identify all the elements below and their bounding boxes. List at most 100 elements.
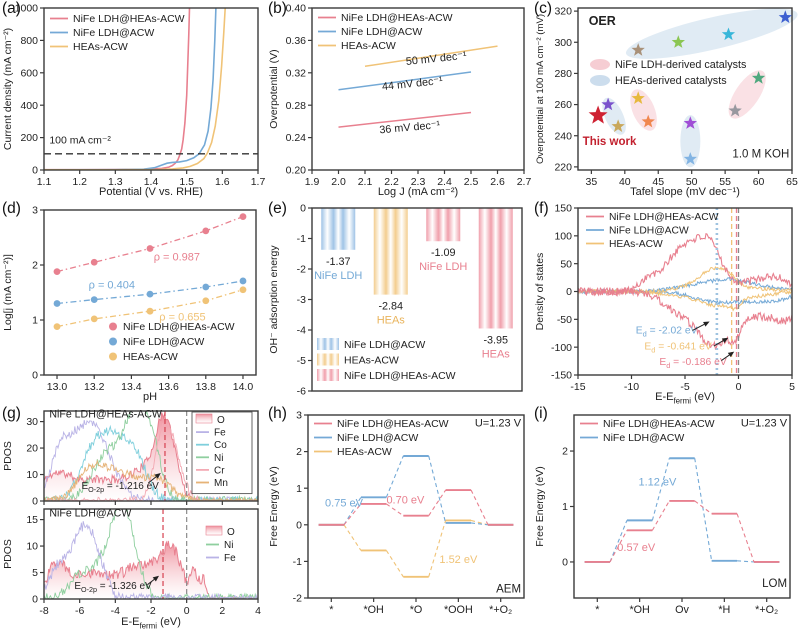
svg-text:14.0: 14.0 — [233, 381, 254, 393]
svg-text:260: 260 — [554, 99, 572, 111]
svg-text:600: 600 — [20, 67, 38, 79]
svg-text:-5: -5 — [680, 381, 689, 393]
svg-text:20: 20 — [26, 443, 38, 455]
svg-text:-2.84: -2.84 — [378, 301, 403, 313]
panel-d-chart: 13.0 13.2 13.4 13.6 13.8 14.0 0 1 2 3 Log[j (mA cm… — [2, 205, 257, 403]
svg-text:-1.37: -1.37 — [326, 256, 351, 268]
legend: NiFe LDH@HEAs-ACW NiFe LDH@ACW HEAs-ACW — [50, 13, 185, 53]
svg-text:0.20: 0.20 — [286, 165, 307, 177]
svg-text:HEAs-ACW: HEAs-ACW — [123, 351, 178, 363]
panel-d-label: (d) — [2, 200, 21, 217]
svg-text:-5: -5 — [297, 355, 306, 367]
svg-text:NiFe LDH@HEAs-ACW: NiFe LDH@HEAs-ACW — [609, 212, 719, 223]
svg-text:10: 10 — [26, 469, 38, 481]
svg-text:*+O₂: *+O₂ — [755, 604, 778, 616]
panel-e: (e) -1.37 NiFe LDH -2.84 HEAs -1.09 NiFe LDH -… — [266, 200, 532, 405]
svg-text:EO-2p = -1.326 eV: EO-2p = -1.326 eV — [74, 581, 152, 594]
star-marker — [631, 91, 645, 104]
bar — [373, 208, 408, 295]
panel-i: (i) * *OH Ov *H *+O₂ 0 1 2 Free Energy (eV) NiFe … — [532, 405, 800, 630]
svg-text:13.2: 13.2 — [84, 381, 105, 393]
svg-text:Ni: Ni — [224, 540, 233, 551]
svg-text:2.5: 2.5 — [464, 176, 479, 188]
svg-text:400: 400 — [20, 100, 38, 112]
svg-text:3: 3 — [32, 205, 38, 217]
svg-text:13.0: 13.0 — [47, 381, 68, 393]
svg-text:Ni: Ni — [214, 453, 223, 464]
svg-text:2.2: 2.2 — [384, 176, 399, 188]
panel-a-label: (a) — [2, 0, 21, 17]
svg-text:HEAs-ACW: HEAs-ACW — [341, 40, 396, 52]
svg-text:Co: Co — [214, 440, 227, 451]
svg-text:NiFe LDH@HEAs-ACW: NiFe LDH@HEAs-ACW — [341, 12, 453, 24]
svg-text:NiFe LDH@HEAs-ACW: NiFe LDH@HEAs-ACW — [344, 370, 456, 382]
svg-text:NiFe LDH@ACW: NiFe LDH@ACW — [123, 336, 204, 348]
svg-text:pH: pH — [143, 391, 157, 403]
svg-text:220: 220 — [554, 161, 572, 173]
svg-text:O: O — [217, 415, 225, 426]
svg-text:1.9: 1.9 — [305, 176, 320, 188]
svg-text:1.0 M KOH: 1.0 M KOH — [732, 149, 789, 161]
series-layer — [53, 213, 247, 330]
panel-a-chart: 1.1 1.2 1.3 1.4 1.5 1.6 1.7 0 200 400 600 800 1000 Cu… — [2, 3, 265, 198]
svg-text:5: 5 — [789, 381, 795, 393]
svg-text:0: 0 — [32, 594, 38, 606]
svg-text:-3.95: -3.95 — [483, 334, 508, 346]
svg-text:-2: -2 — [293, 593, 302, 605]
series-NiFe LDH@ACW — [44, 8, 217, 170]
svg-text:1: 1 — [562, 501, 568, 513]
svg-text:0: 0 — [300, 203, 306, 215]
svg-text:2.0: 2.0 — [331, 176, 346, 188]
series-NiFe LDH@ACW — [338, 71, 472, 91]
panel-c-chart: 35 40 45 50 55 60 65 220 240 260 280 300 320 Overpote… — [535, 6, 798, 198]
svg-text:Free Energy (eV): Free Energy (eV) — [534, 466, 546, 547]
svg-text:0.36: 0.36 — [286, 35, 307, 47]
star-marker — [611, 119, 625, 132]
svg-text:*OH: *OH — [629, 604, 649, 616]
star-marker — [601, 97, 615, 111]
panel-e-label: (e) — [268, 200, 287, 217]
panel-d: (d) 13.0 13.2 13.4 13.6 13.8 14.0 0 1 2 3 Log[j (m… — [0, 200, 266, 405]
svg-text:0: 0 — [296, 519, 302, 531]
svg-text:10: 10 — [26, 541, 38, 553]
svg-text:Overpotential at 100 mA cm⁻² (: Overpotential at 100 mA cm⁻² (mV) — [535, 14, 546, 164]
svg-text:NiFe LDH-derived catalysts: NiFe LDH-derived catalysts — [615, 59, 747, 71]
svg-text:NiFe LDH@HEAs-ACW: NiFe LDH@HEAs-ACW — [123, 321, 235, 333]
series-noisy — [578, 232, 792, 297]
legend: NiFe LDH@HEAs-ACW NiFe LDH@ACW — [580, 418, 715, 444]
svg-text:Ov: Ov — [675, 604, 689, 616]
series-noisy — [44, 509, 258, 599]
svg-text:2: 2 — [219, 605, 225, 617]
panel-b-label: (b) — [268, 0, 287, 17]
svg-text:2: 2 — [296, 446, 302, 458]
svg-text:AEM: AEM — [496, 584, 521, 596]
svg-text:150: 150 — [554, 203, 572, 215]
svg-text:0.70 eV: 0.70 eV — [386, 495, 425, 507]
svg-text:40: 40 — [619, 176, 631, 188]
svg-text:Log[j (mA cm⁻²)]: Log[j (mA cm⁻²)] — [2, 254, 14, 331]
svg-text:ρ = 0.987: ρ = 0.987 — [154, 252, 200, 264]
svg-text:4: 4 — [255, 605, 261, 617]
svg-text:-50: -50 — [557, 314, 572, 326]
svg-text:HEAs-derived catalysts: HEAs-derived catalysts — [615, 75, 727, 87]
panel-b: (b) 1.9 2.0 2.1 2.2 2.3 2.4 2.5 2.6 2.7 0.20 0.24 0… — [266, 0, 532, 200]
svg-text:0: 0 — [32, 370, 38, 382]
svg-text:50 mV dec⁻¹: 50 mV dec⁻¹ — [405, 50, 467, 68]
svg-text:OER: OER — [589, 14, 616, 28]
svg-text:-4: -4 — [111, 605, 120, 617]
series-NiFe LDH@HEAs-ACW — [56, 215, 244, 273]
svg-text:-150: -150 — [551, 370, 572, 382]
svg-text:-2: -2 — [297, 264, 306, 276]
svg-text:U=1.23 V: U=1.23 V — [475, 418, 522, 430]
svg-text:240: 240 — [554, 130, 572, 142]
svg-text:ρ = 0.655: ρ = 0.655 — [159, 312, 205, 324]
series-noisy — [578, 266, 792, 295]
svg-text:45: 45 — [652, 176, 664, 188]
bar — [478, 208, 513, 329]
svg-text:PDOS: PDOS — [2, 441, 14, 471]
star-marker — [588, 105, 608, 124]
svg-text:HEAs-ACW: HEAs-ACW — [337, 446, 392, 458]
svg-text:Free Energy (eV): Free Energy (eV) — [268, 466, 280, 547]
svg-text:0.40: 0.40 — [286, 3, 307, 15]
